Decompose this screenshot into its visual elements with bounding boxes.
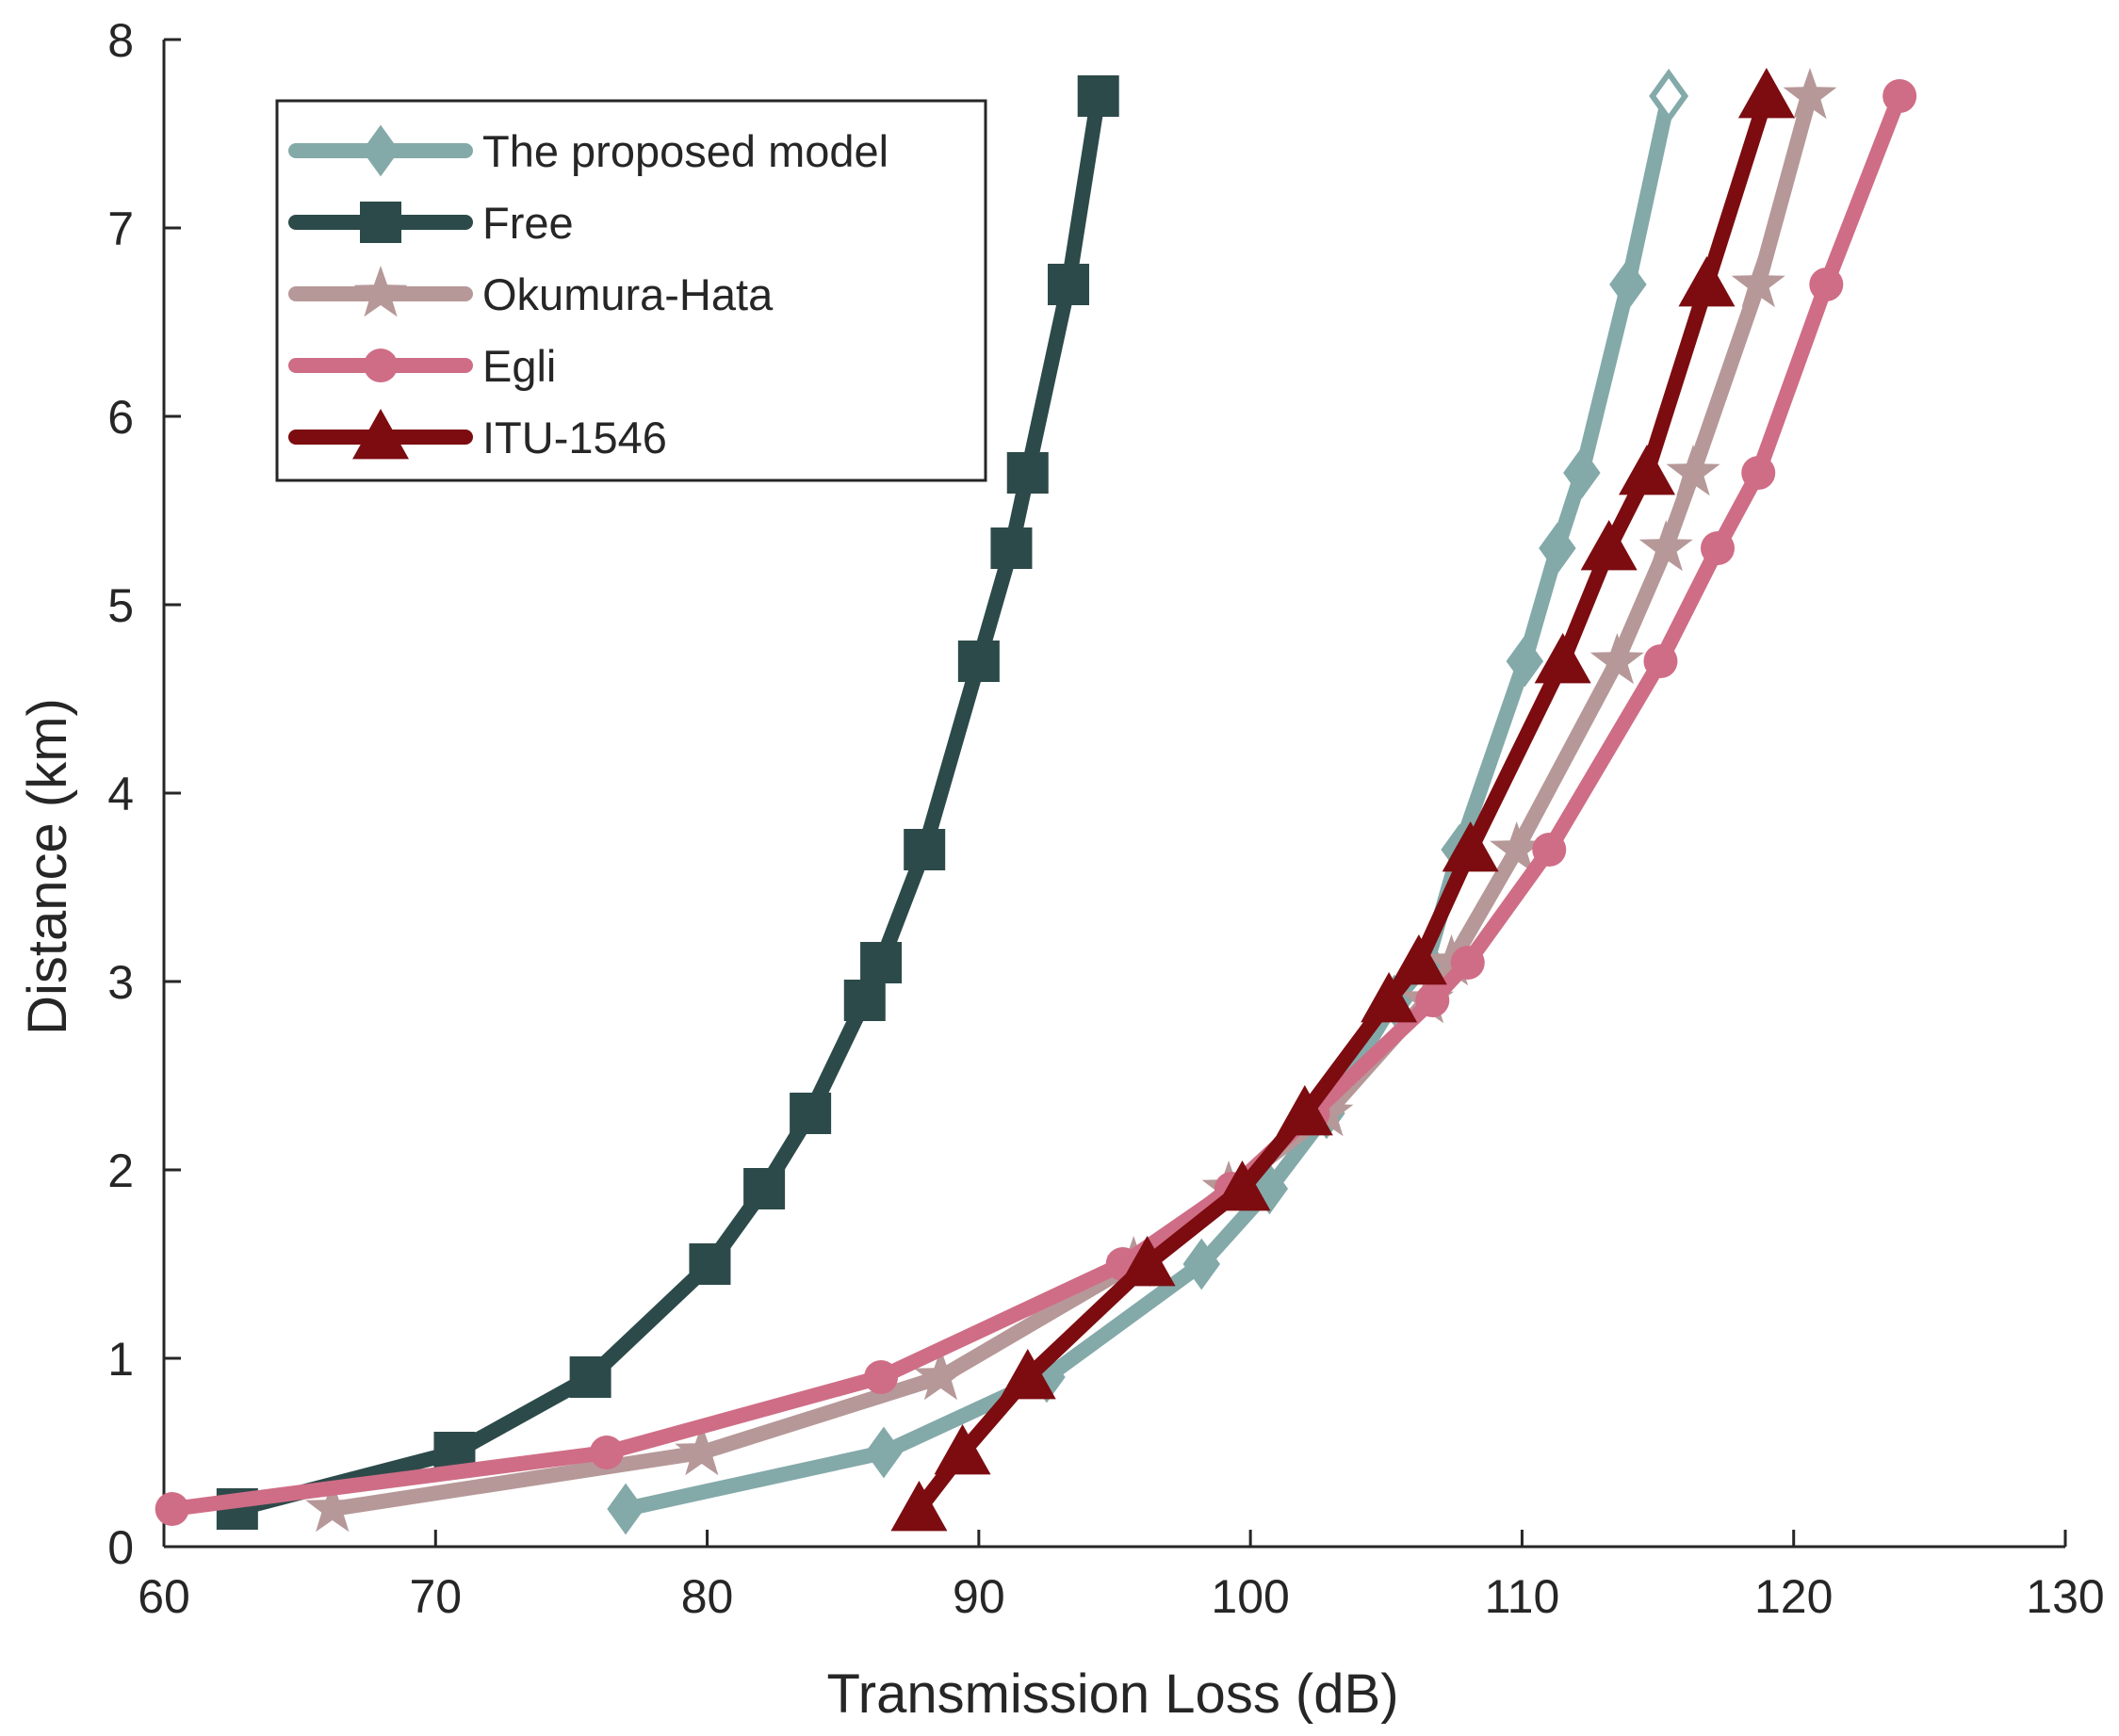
y-tick-label: 5 [107, 579, 134, 632]
x-tick-label: 90 [953, 1570, 1005, 1623]
data-point [1276, 1085, 1333, 1136]
data-point [990, 527, 1033, 569]
y-tick-label: 1 [107, 1333, 134, 1386]
y-tick-label: 7 [107, 203, 134, 255]
data-point [1214, 1160, 1271, 1211]
legend-marker [364, 349, 398, 382]
data-point [1580, 520, 1638, 571]
data-point [589, 1436, 624, 1469]
y-tick-label: 4 [107, 768, 134, 820]
data-point [743, 1168, 786, 1209]
data-point [1883, 79, 1917, 113]
data-point [689, 1243, 731, 1285]
data-point [155, 1492, 189, 1526]
data-point [1077, 75, 1119, 117]
data-point [1700, 531, 1735, 565]
data-point [914, 1349, 968, 1401]
data-point [1809, 268, 1844, 301]
data-point [1731, 256, 1785, 308]
x-tick-label: 110 [1485, 1570, 1560, 1623]
data-point [1490, 821, 1544, 873]
data-point [904, 829, 946, 870]
data-point [675, 1424, 729, 1476]
data-point [1666, 445, 1720, 496]
data-point [1390, 934, 1447, 985]
series-free [216, 75, 1119, 1530]
legend-label: Free [482, 198, 574, 248]
legend-label: Okumura-Hata [482, 269, 774, 319]
data-point [1609, 258, 1647, 311]
data-point [1506, 635, 1544, 688]
data-point [1563, 446, 1601, 499]
legend-marker [353, 266, 408, 317]
data-point [607, 1483, 644, 1535]
data-point [934, 1424, 991, 1475]
data-point [843, 980, 886, 1021]
x-tick-label: 60 [138, 1570, 190, 1623]
data-point [1442, 821, 1499, 872]
data-point [1450, 946, 1485, 980]
data-point [1415, 983, 1450, 1017]
x-axis-title: Transmission Loss (dB) [826, 1663, 1398, 1725]
x-tick-label: 80 [681, 1570, 734, 1623]
data-point [1741, 456, 1776, 490]
x-tick-label: 130 [2026, 1570, 2104, 1623]
data-point [864, 1360, 899, 1394]
legend-label: The proposed model [482, 126, 888, 176]
x-tick-label: 120 [1754, 1570, 1833, 1623]
data-point [1047, 264, 1089, 305]
legend-item: Free [288, 198, 574, 248]
data-point [1737, 68, 1795, 119]
legend-label: ITU-1546 [482, 413, 667, 462]
y-tick-label: 6 [107, 391, 134, 444]
legend-item: The proposed model [288, 124, 888, 177]
data-point [1118, 1236, 1176, 1287]
series-itu-1546 [890, 68, 1795, 1532]
data-point [860, 942, 903, 983]
legend-marker [362, 124, 399, 177]
y-tick-label: 3 [107, 956, 134, 1009]
data-point [1678, 256, 1736, 307]
data-point [865, 1426, 903, 1479]
data-point [1006, 452, 1049, 494]
y-tick-label: 8 [107, 14, 134, 67]
y-tick-label: 0 [107, 1521, 134, 1574]
x-tick-label: 70 [409, 1570, 462, 1623]
legend: The proposed model Free Okumura-Hata Egli IT… [275, 99, 987, 482]
data-point [790, 1093, 832, 1134]
plot-area [155, 68, 1917, 1535]
axes: 60 70 80 90 100 110 120 130 0 1 2 3 4 5 6 7 8 [107, 14, 2105, 1623]
legend-marker [360, 202, 401, 243]
data-point [1539, 522, 1576, 575]
y-tick-label: 2 [107, 1144, 134, 1197]
y-axis-title: Distance (km) [17, 698, 78, 1035]
data-point [1534, 633, 1591, 684]
legend-item: Okumura-Hata [288, 266, 774, 319]
data-point [1361, 972, 1418, 1023]
data-point [1532, 833, 1567, 867]
data-point [957, 641, 1000, 682]
data-point [1589, 633, 1644, 685]
data-point [569, 1356, 611, 1398]
data-point [1619, 445, 1676, 495]
data-point [1783, 68, 1837, 120]
legend-label: Egli [482, 341, 556, 391]
data-point [1649, 68, 1689, 124]
data-point [999, 1349, 1056, 1400]
legend-marker [352, 409, 409, 460]
data-point [1182, 1238, 1220, 1290]
data-point [1643, 644, 1678, 678]
x-tick-label: 100 [1211, 1570, 1289, 1623]
data-point [305, 1481, 360, 1533]
data-point [890, 1481, 948, 1532]
legend-item: ITU-1546 [288, 409, 667, 462]
legend-item: Egli [288, 341, 556, 391]
data-point [1638, 520, 1693, 572]
